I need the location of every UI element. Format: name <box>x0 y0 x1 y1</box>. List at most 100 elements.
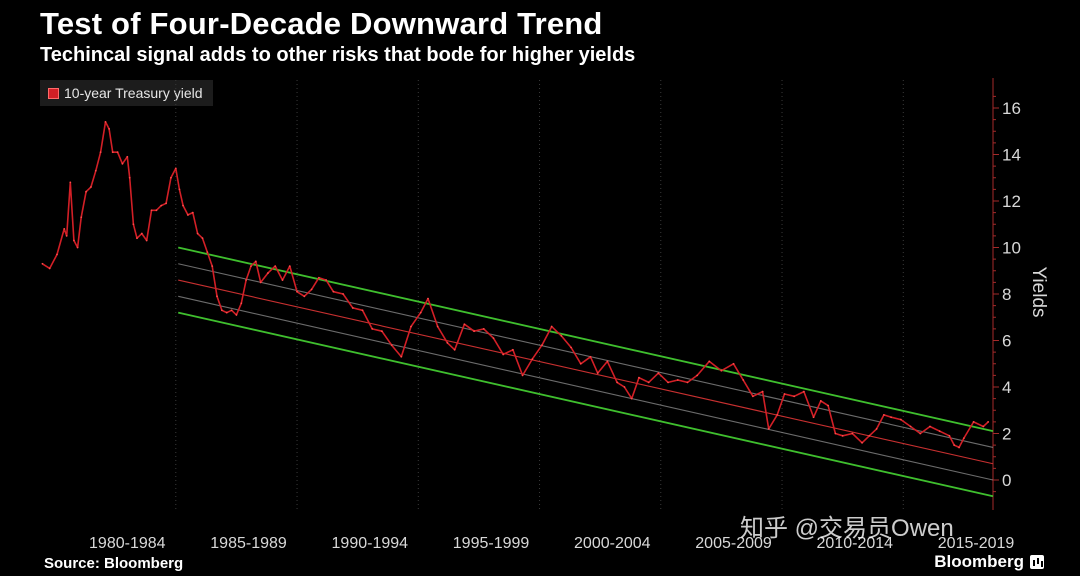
series-point <box>841 434 844 437</box>
series-point <box>160 204 163 207</box>
series-point <box>502 353 505 356</box>
series-point <box>783 393 786 395</box>
series-point <box>230 309 233 312</box>
series-point <box>761 390 764 393</box>
series-point <box>720 369 723 372</box>
trend-channel-upper-boundary <box>178 246 994 433</box>
series-point <box>776 414 779 416</box>
series-point <box>638 376 640 379</box>
series-point <box>482 327 485 330</box>
series-point <box>371 327 374 330</box>
trend-channel-midline <box>178 279 994 465</box>
series-point <box>99 151 102 154</box>
series-point <box>63 228 66 230</box>
series-point <box>170 176 172 179</box>
series-point <box>174 167 177 170</box>
series-point <box>802 390 805 393</box>
series-point <box>216 295 218 298</box>
series-point <box>400 355 403 358</box>
series-point <box>267 272 269 274</box>
series-point <box>630 397 633 400</box>
x-tick-label: 1990-1994 <box>332 535 409 552</box>
series-point <box>274 265 277 267</box>
series-point <box>657 372 660 374</box>
series-point <box>187 214 189 216</box>
series-point <box>742 379 745 381</box>
series-point <box>41 262 44 265</box>
series-point <box>165 202 167 205</box>
series-point <box>132 223 135 226</box>
y-tick-label: 12 <box>1002 192 1021 211</box>
series-point <box>140 232 143 235</box>
y-tick-label: 6 <box>1002 332 1011 351</box>
x-tick-label: 1980-1984 <box>89 535 166 552</box>
series-point <box>240 302 243 305</box>
series-point <box>121 162 124 165</box>
y-tick-label: 16 <box>1002 99 1021 118</box>
series-point <box>875 427 878 430</box>
series-point <box>225 311 228 314</box>
series-point <box>938 430 941 433</box>
series-point <box>686 381 689 384</box>
series-point <box>303 295 306 298</box>
series-point <box>332 290 335 293</box>
watermark: 知乎 @交易员Owen <box>740 515 954 542</box>
trend-channel-inner-upper <box>178 263 994 448</box>
y-tick-label: 8 <box>1002 285 1011 304</box>
series-point <box>851 432 854 435</box>
chart-title: Test of Four-Decade Downward Trend <box>40 6 603 41</box>
series-point <box>899 418 902 421</box>
x-tick-label: 2005-2009 <box>695 535 772 552</box>
series-point <box>254 260 257 263</box>
series-point <box>953 444 956 447</box>
series-point <box>111 151 114 154</box>
legend-swatch <box>48 87 59 99</box>
series-point <box>150 209 153 212</box>
series-point <box>732 362 735 365</box>
series-point <box>310 288 313 291</box>
series-point <box>69 181 72 184</box>
y-tick-label: 4 <box>1002 378 1011 397</box>
series-point <box>987 420 990 423</box>
series-point <box>473 330 475 333</box>
series-point <box>73 239 75 242</box>
series-point <box>342 293 345 295</box>
y-tick-label: 14 <box>1002 146 1021 165</box>
series-point <box>85 190 87 193</box>
series-point <box>929 425 931 428</box>
series-point <box>793 395 796 398</box>
series-point <box>919 432 922 435</box>
series-point <box>201 237 204 240</box>
series-point <box>948 434 951 437</box>
y-tick-label: 10 <box>1002 239 1021 258</box>
series-point <box>94 169 97 172</box>
x-tick-label: 1995-1999 <box>453 535 530 552</box>
series-point <box>56 253 58 256</box>
series-point <box>446 341 449 344</box>
series-point <box>126 155 129 158</box>
series-point <box>155 209 158 212</box>
series-point <box>819 400 822 402</box>
series-point <box>80 216 83 219</box>
source-note: Source: Bloomberg <box>44 555 184 572</box>
series-point <box>361 309 364 312</box>
trend-channel-lower-boundary <box>178 311 994 498</box>
series-point <box>511 348 514 351</box>
series-point <box>696 374 699 377</box>
series-point <box>211 265 214 267</box>
series-point <box>589 355 592 358</box>
series-point <box>108 128 111 130</box>
y-axis-label: Yields <box>1028 266 1049 317</box>
series-point <box>245 279 248 281</box>
series-point <box>317 276 320 279</box>
series-point <box>596 372 599 374</box>
series-point <box>963 437 965 440</box>
series-point <box>136 237 138 240</box>
series-point <box>521 374 524 377</box>
series-point <box>410 325 412 328</box>
legend-label: 10-year Treasury yield <box>64 85 203 101</box>
y-tick-label: 0 <box>1002 471 1011 490</box>
series-point <box>325 279 328 281</box>
series-point <box>667 381 669 384</box>
